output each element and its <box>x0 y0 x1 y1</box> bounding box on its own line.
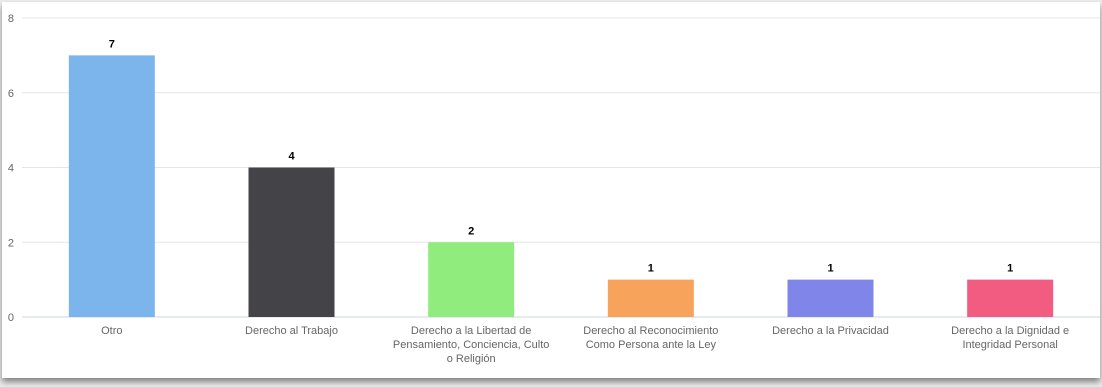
x-tick-label: Derecho a la Dignidad e Integridad Person… <box>951 325 1069 351</box>
x-tick-label-line: Derecho a la Privacidad <box>772 325 889 337</box>
y-tick-label: 6 <box>8 88 14 100</box>
x-tick-label: Derecho al Reconocimiento Como Persona an… <box>583 325 718 351</box>
bar[interactable] <box>967 279 1054 317</box>
chart-card: 0 2 4 6 8 7 4 2 1 1 1 Otro Derecho al Trabajo Derec… <box>2 2 1100 378</box>
x-tick-label-line: Derecho a la Dignidad e <box>951 325 1069 337</box>
x-tick-label-line: Integridad Personal <box>962 339 1057 351</box>
bars <box>68 55 1054 318</box>
x-tick-label: Derecho al Trabajo <box>245 325 338 337</box>
bar[interactable] <box>428 242 515 317</box>
bar[interactable] <box>248 167 335 318</box>
y-tick-label: 2 <box>8 237 14 249</box>
bar[interactable] <box>607 279 694 317</box>
bar-chart: 0 2 4 6 8 7 4 2 1 1 1 Otro Derecho al Trabajo Derec… <box>8 13 1100 365</box>
data-label: 1 <box>827 263 833 275</box>
x-tick-label-line: Otro <box>101 325 122 337</box>
data-label: 1 <box>1007 263 1013 275</box>
x-tick-label-line: Como Persona ante la Ley <box>586 339 717 351</box>
x-tick-label-line: Pensamiento, Conciencia, Culto <box>393 339 550 351</box>
y-tick-label: 8 <box>8 13 14 25</box>
x-tick-label-line: Derecho al Trabajo <box>245 325 338 337</box>
data-label: 7 <box>109 38 115 50</box>
x-tick-label-line: Derecho al Reconocimiento <box>583 325 718 337</box>
data-label: 2 <box>468 225 474 237</box>
x-tick-label: Derecho a la Privacidad <box>772 325 889 337</box>
x-tick-label-line: o Religión <box>447 353 496 365</box>
data-label: 4 <box>288 151 295 163</box>
data-labels: 7 4 2 1 1 1 <box>109 38 1013 274</box>
bar[interactable] <box>787 279 874 317</box>
x-tick-label: Derecho a la Libertad de Pensamiento, Con… <box>393 325 550 365</box>
y-tick-label: 0 <box>8 312 14 324</box>
y-axis-tick-labels: 0 2 4 6 8 <box>8 13 14 324</box>
bar[interactable] <box>68 55 155 317</box>
x-axis-tick-labels: Otro Derecho al Trabajo Derecho a la Liber… <box>101 325 1069 365</box>
gridlines <box>22 17 1100 318</box>
data-label: 1 <box>648 263 654 275</box>
x-tick-label-line: Derecho a la Libertad de <box>411 325 531 337</box>
y-tick-label: 4 <box>8 163 14 175</box>
x-tick-label: Otro <box>101 325 122 337</box>
